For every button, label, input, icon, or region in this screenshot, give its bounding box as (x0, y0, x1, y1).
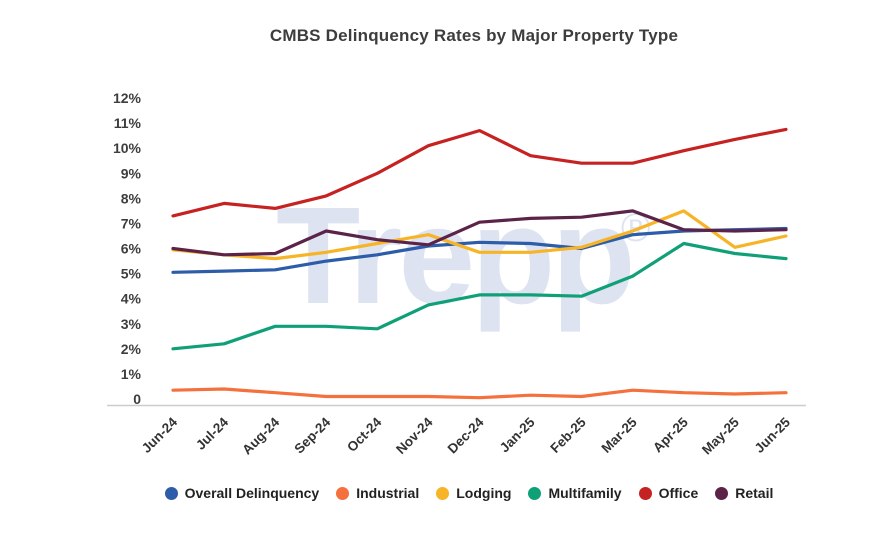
x-tick-label-jun-24: Jun-24 (139, 414, 181, 456)
legend-item-lodging[interactable]: Lodging (436, 485, 511, 501)
x-tick-label-aug-24: Aug-24 (239, 414, 282, 457)
y-tick-label: 2% (121, 341, 142, 357)
legend-dot-lodging (436, 486, 450, 500)
y-tick-label: 10% (113, 140, 142, 156)
legend-item-industrial[interactable]: Industrial (336, 485, 419, 501)
legend-label: Industrial (356, 485, 420, 501)
x-tick-label-jan-25: Jan-25 (497, 414, 538, 455)
series-line-industrial (171, 387, 788, 400)
y-tick-label: 0 (133, 391, 141, 407)
y-tick-label: 3% (121, 316, 142, 332)
y-tick-label: 11% (114, 115, 142, 131)
legend-item-office[interactable]: Office (638, 485, 699, 501)
x-axis-labels: Jun-24 Jul-24 Aug-24 Sep-24 Oct-24 Nov-24 Dec-… (139, 414, 794, 457)
x-tick-label-jun-25: Jun-25 (752, 414, 794, 456)
legend-label: Multifamily (548, 485, 622, 501)
series-line-retail (171, 209, 788, 257)
legend-label: Retail (735, 485, 774, 501)
y-tick-label: 6% (121, 241, 142, 257)
x-tick-label-mar-25: Mar-25 (598, 414, 640, 456)
legend-dot-multifamily (528, 486, 542, 500)
x-tick-label-may-25: May-25 (699, 414, 742, 457)
y-tick-label: 12% (113, 90, 142, 106)
x-tick-label-oct-24: Oct-24 (344, 414, 385, 455)
legend-label: Overall Delinquency (184, 485, 320, 501)
series-line-office (171, 127, 788, 218)
chart-legend: Overall Delinquency Industrial Lodging Mult… (55, 479, 883, 507)
x-tick-label-dec-24: Dec-24 (445, 414, 487, 456)
legend-dot-retail (715, 486, 729, 500)
legend-dot-overall-delinquency (164, 486, 178, 500)
legend-item-multifamily[interactable]: Multifamily (528, 485, 622, 501)
x-tick-label-jul-24: Jul-24 (193, 414, 232, 453)
y-tick-label: 9% (121, 165, 142, 181)
chart-title: CMBS Delinquency Rates by Major Property… (269, 26, 679, 45)
legend-dot-industrial (336, 486, 350, 500)
x-tick-label-apr-25: Apr-25 (650, 414, 691, 455)
x-tick-label-sep-24: Sep-24 (291, 414, 333, 456)
y-tick-label: 4% (121, 291, 142, 307)
series-line-lodging (171, 209, 788, 261)
y-tick-label: 8% (121, 190, 142, 206)
x-tick-label-nov-24: Nov-24 (393, 414, 436, 457)
y-tick-label: 7% (121, 215, 142, 231)
legend-label: Office (658, 485, 699, 501)
legend-item-overall-delinquency[interactable]: Overall Delinquency (164, 485, 320, 501)
legend-dot-office (638, 486, 652, 500)
trepp-watermark: Trepp (276, 179, 632, 333)
legend-item-retail[interactable]: Retail (715, 485, 773, 501)
y-axis-labels: 0 1% 2% 3% 4% 5% 6% 7% 8% 9% 10% 11% 12% (113, 90, 142, 407)
y-tick-label: 5% (121, 266, 142, 282)
legend-label: Lodging (456, 485, 512, 501)
delinquency-line-chart: Trepp®01%2%3%4%5%6%7%8%9%10%11%12%Jun-24… (107, 90, 806, 457)
x-tick-label-feb-25: Feb-25 (547, 414, 589, 456)
y-tick-label: 1% (121, 366, 142, 382)
series-line-multifamily (171, 241, 788, 351)
